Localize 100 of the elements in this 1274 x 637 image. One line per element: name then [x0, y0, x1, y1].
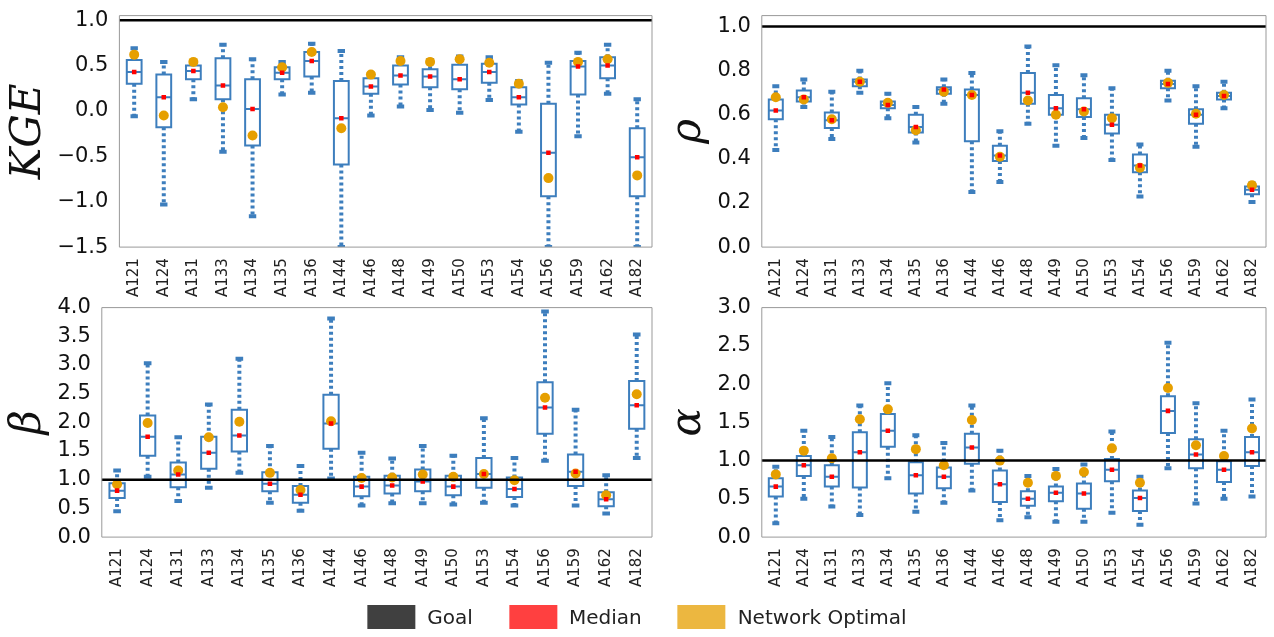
legend-label: Network Optimal [737, 605, 907, 629]
x-tick-label: A135 [259, 548, 278, 588]
y-tick-label: −1.0 [57, 188, 109, 213]
point [1022, 477, 1033, 488]
point [145, 434, 150, 439]
point [237, 433, 242, 438]
point [217, 102, 228, 113]
x-tick-label: A134 [877, 548, 896, 588]
point [250, 106, 255, 112]
x-tick-label: A136 [301, 258, 320, 298]
x-tick-label: A144 [320, 548, 339, 588]
point [854, 414, 865, 425]
x-tick-label: A154 [1129, 258, 1148, 298]
point [542, 405, 548, 410]
point [575, 64, 581, 69]
point [339, 115, 344, 121]
y-tick-label: 0.4 [717, 145, 751, 170]
point [605, 63, 610, 68]
x-tick-label: A153 [1101, 548, 1120, 588]
y-tick-label: 0.6 [717, 101, 751, 126]
y-tick-label: 1.0 [57, 466, 91, 491]
point [1106, 443, 1117, 454]
point [602, 54, 613, 65]
x-tick-label: A135 [272, 258, 291, 298]
y-tick-label: 0.5 [57, 494, 91, 519]
y-tick-label: 3.0 [717, 294, 751, 319]
point [234, 416, 245, 427]
x-tick-label: A162 [596, 548, 615, 588]
x-tick-label: A154 [1129, 548, 1148, 588]
y-tick-label: 1.0 [717, 447, 751, 472]
x-tick-label: A146 [989, 548, 1008, 588]
point [910, 444, 921, 455]
point [158, 110, 169, 121]
point [247, 130, 258, 141]
x-tick-label: A133 [212, 258, 231, 298]
x-tick-label: A136 [933, 548, 952, 588]
point [1193, 452, 1199, 457]
point [365, 69, 376, 80]
point [969, 445, 975, 450]
point [632, 170, 643, 181]
point [220, 83, 226, 88]
x-tick-label: A121 [765, 258, 784, 298]
x-tick-label: A149 [1045, 548, 1064, 588]
x-tick-label: A131 [183, 258, 202, 298]
y-tick-label: −0.5 [57, 142, 109, 167]
x-tick-label: A150 [1073, 548, 1092, 588]
point [142, 417, 153, 428]
x-tick-label: A146 [351, 548, 370, 588]
point [188, 56, 199, 67]
x-tick-label: A124 [793, 258, 812, 298]
x-tick-label: A148 [1017, 548, 1036, 588]
y-tick-label: 0.2 [717, 189, 751, 214]
x-tick-label: A134 [229, 548, 248, 588]
y-tick-label: 2.0 [57, 408, 91, 433]
x-tick-label: A182 [626, 548, 645, 588]
point [1134, 477, 1145, 488]
point [129, 49, 140, 60]
point [1050, 470, 1061, 481]
y-axis-title: KGE [1, 83, 51, 181]
x-tick-label: A156 [534, 548, 553, 588]
x-tick-label: A162 [597, 258, 616, 298]
point [1246, 423, 1257, 434]
y-axis-title: α [661, 408, 711, 437]
point [798, 445, 809, 456]
y-axis-title: β [1, 410, 51, 437]
x-tick-label: A154 [508, 258, 527, 298]
point [540, 392, 551, 403]
x-tick-label: A162 [1213, 548, 1232, 588]
x-tick-label: A136 [290, 548, 309, 588]
point [359, 484, 364, 489]
x-tick-label: A135 [905, 258, 924, 298]
y-axis-title: ρ [661, 118, 711, 145]
point [203, 432, 214, 443]
x-tick-label: A149 [419, 258, 438, 298]
point [175, 472, 181, 477]
x-tick-label: A124 [153, 258, 172, 298]
point [425, 56, 436, 67]
x-tick-label: A162 [1213, 258, 1232, 298]
point [395, 55, 406, 66]
point [454, 54, 465, 65]
x-tick-label: A148 [1017, 258, 1036, 298]
y-tick-label: 0.0 [717, 523, 751, 548]
point [264, 467, 275, 478]
x-tick-label: A182 [1241, 548, 1260, 588]
x-tick-label: A133 [849, 548, 868, 588]
point [966, 415, 977, 426]
point [161, 95, 167, 100]
point [309, 58, 314, 64]
y-tick-label: 2.5 [57, 380, 91, 405]
point [277, 62, 288, 73]
y-tick-label: 3.5 [57, 322, 91, 347]
point [336, 123, 347, 134]
x-tick-label: A150 [449, 258, 468, 298]
x-tick-label: A153 [473, 548, 492, 588]
x-tick-label: A150 [443, 548, 462, 588]
point [543, 173, 554, 184]
x-tick-label: A131 [168, 548, 187, 588]
y-tick-label: 1.5 [57, 437, 91, 462]
y-tick-label: 0.0 [74, 97, 109, 122]
x-tick-label: A150 [1073, 258, 1092, 298]
